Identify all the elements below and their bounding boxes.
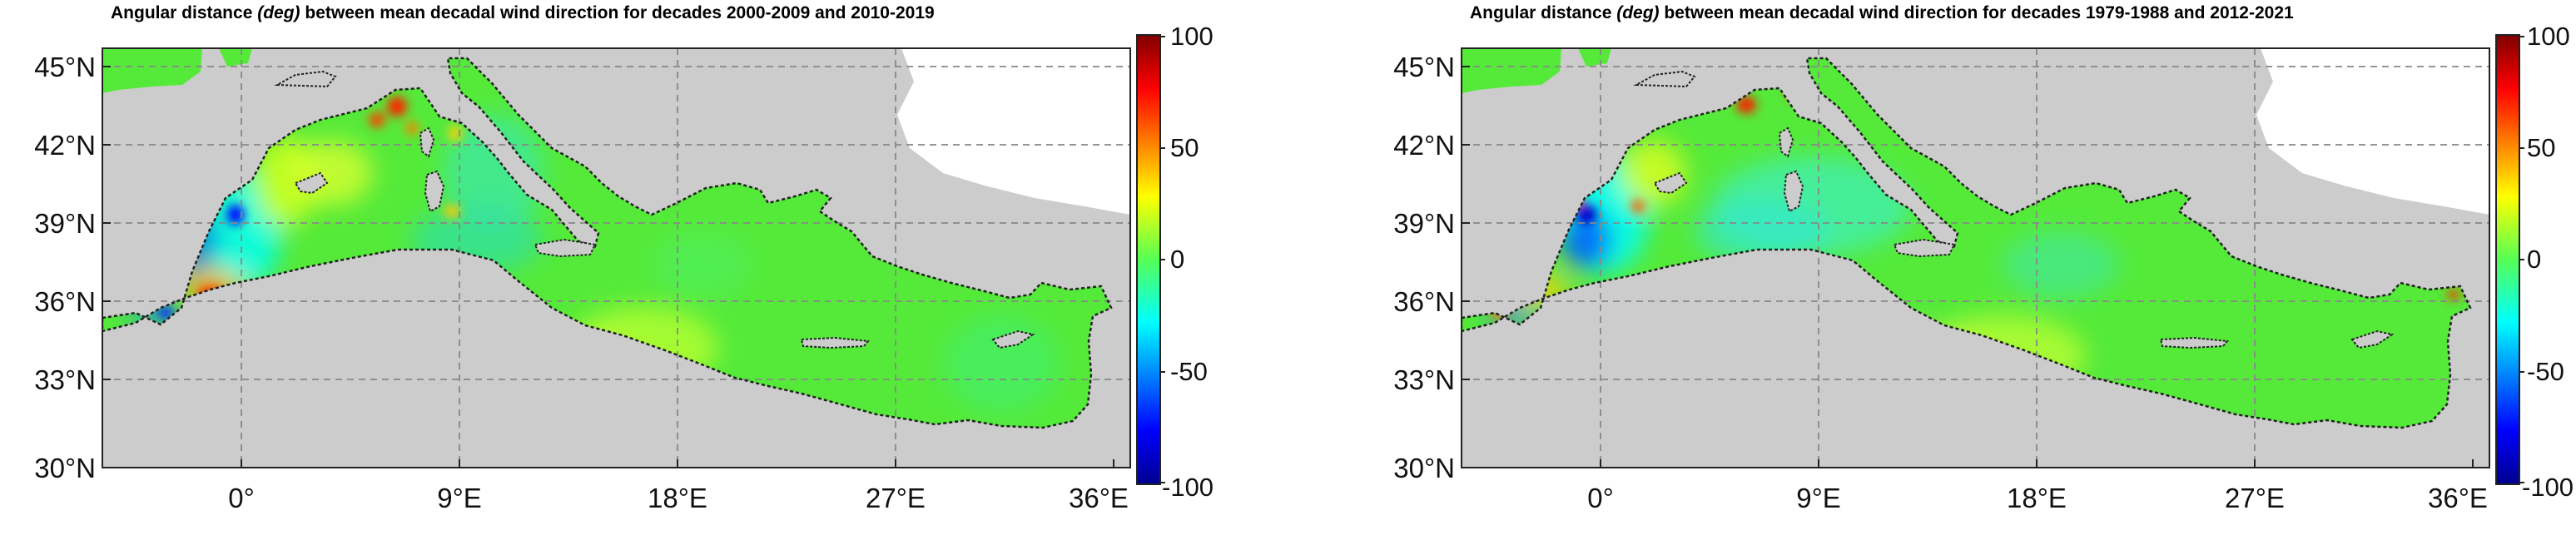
- map-gridlines: [102, 48, 1130, 468]
- lon-label: 27°E: [866, 483, 926, 513]
- colorbar-label: 100: [2527, 22, 2570, 51]
- colorbar-label: 0: [1170, 245, 1184, 274]
- lon-label: 9°E: [437, 483, 482, 513]
- lat-label: 45°N: [1393, 52, 1455, 82]
- lon-label: 18°E: [2007, 483, 2067, 513]
- lat-label: 36°N: [1393, 286, 1455, 317]
- lat-label: 45°N: [34, 52, 96, 82]
- lat-label: 33°N: [1393, 364, 1455, 395]
- lat-label: 30°N: [34, 453, 96, 483]
- lon-label: 27°E: [2225, 483, 2285, 513]
- lat-label: 42°N: [1393, 130, 1455, 161]
- colorbar-gradient: [1136, 34, 1161, 485]
- map-plot-area: [1462, 48, 2489, 468]
- lon-axis-labels: 0° 9°E 18°E 27°E 36°E: [228, 483, 1129, 513]
- map-frame: [1461, 47, 2490, 468]
- lat-label: 39°N: [1393, 208, 1455, 239]
- lat-label: 42°N: [34, 130, 96, 161]
- colorbar-label: -100: [2522, 473, 2574, 502]
- lon-label: 9°E: [1796, 483, 1841, 513]
- map-gridlines: [1462, 48, 2489, 468]
- map-title: Angular distance (deg) between mean deca…: [111, 3, 935, 22]
- lat-axis-labels: 45°N 42°N 39°N 36°N 33°N 30°N: [1393, 52, 1455, 483]
- map-panel-1: Angular distance (deg) between mean deca…: [34, 3, 1214, 513]
- colorbar-label: -100: [1162, 473, 1214, 502]
- colorbar-label: 0: [2527, 245, 2541, 274]
- lat-label: 36°N: [34, 286, 96, 317]
- map-frame: [102, 47, 1131, 468]
- lon-label: 0°: [1587, 483, 1614, 513]
- lon-label: 0°: [228, 483, 255, 513]
- lon-label: 36°E: [2428, 483, 2488, 513]
- lat-label: 33°N: [34, 364, 96, 395]
- map-panel-2: Angular distance (deg) between mean deca…: [1393, 3, 2574, 513]
- colorbar-label: -50: [1170, 357, 1208, 386]
- lon-label: 36°E: [1069, 483, 1129, 513]
- colorbar-label: 50: [1170, 133, 1199, 162]
- colorbar-label: 100: [1170, 22, 1214, 51]
- colorbar: 100 50 0 -50 -100: [1136, 22, 1214, 502]
- colorbar-label: -50: [2527, 357, 2564, 386]
- lat-label: 39°N: [34, 208, 96, 239]
- colorbar-label: 50: [2527, 133, 2555, 162]
- map-plot-area: [102, 48, 1130, 468]
- lon-label: 18°E: [648, 483, 707, 513]
- colorbar-gradient: [2495, 34, 2520, 485]
- lat-axis-labels: 45°N 42°N 39°N 36°N 33°N 30°N: [34, 52, 96, 483]
- lat-label: 30°N: [1393, 453, 1455, 483]
- lon-axis-labels: 0° 9°E 18°E 27°E 36°E: [1587, 483, 2488, 513]
- colorbar: 100 50 0 -50 -100: [2495, 22, 2574, 502]
- map-title: Angular distance (deg) between mean deca…: [1470, 3, 2294, 22]
